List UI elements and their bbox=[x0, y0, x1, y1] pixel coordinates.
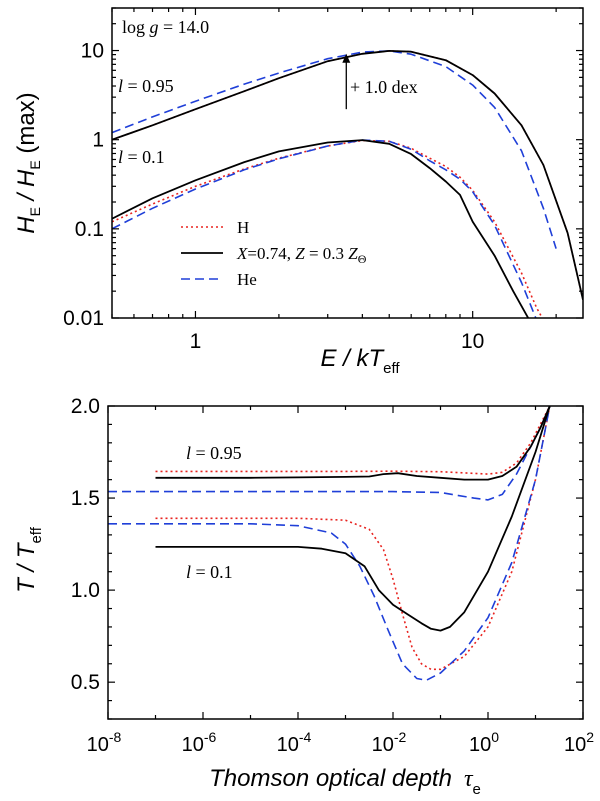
legend-label-he: He bbox=[237, 270, 257, 289]
temp-line-he-095 bbox=[108, 406, 551, 501]
top-l095-label: l = 0.95 bbox=[118, 76, 174, 96]
legend-label-solar: X=0.74, Z = 0.3 ZΘ bbox=[236, 244, 367, 266]
top-axis-ticks: 0.01 0.1 1 10 1 10 bbox=[63, 7, 583, 353]
top-y-axis-label: HE / HE (max) bbox=[13, 92, 43, 233]
x-tick-label: 10-6 bbox=[182, 729, 217, 756]
bottom-l095-label: l = 0.95 bbox=[186, 443, 242, 463]
series-line-he-01 bbox=[112, 139, 537, 318]
top-series-group bbox=[112, 50, 583, 318]
x-tick-label: 102 bbox=[564, 729, 594, 756]
top-x-axis-label: E / kTeff bbox=[320, 345, 400, 377]
temp-line-he-01 bbox=[108, 406, 551, 682]
temp-line-h-095 bbox=[155, 406, 551, 475]
legend: H X=0.74, Z = 0.3 ZΘ He bbox=[181, 218, 367, 289]
y-tick-label: 0.5 bbox=[71, 671, 100, 694]
bottom-y-axis-label: T / Teff bbox=[13, 526, 45, 593]
x-tick-label: 10-4 bbox=[277, 729, 312, 756]
top-l01-label: l = 0.1 bbox=[118, 147, 165, 167]
series-line-solar-095 bbox=[112, 50, 583, 301]
logg-annotation: log g = 14.0 bbox=[122, 17, 209, 37]
y-tick-label: 1.5 bbox=[71, 487, 100, 510]
bottom-l01-label: l = 0.1 bbox=[186, 562, 233, 582]
series-line-solar-01 bbox=[112, 139, 530, 318]
x-tick-label: 100 bbox=[469, 729, 499, 756]
temp-line-solar-01 bbox=[155, 406, 551, 632]
top-plot-frame bbox=[111, 7, 584, 319]
temp-line-solar-095 bbox=[155, 406, 551, 481]
y-tick-label: 2.0 bbox=[71, 395, 100, 418]
y-tick-label: 1.0 bbox=[71, 579, 100, 602]
bottom-axis-ticks: 0.5 1.0 1.5 2.0 10-8 10-6 10-4 10-2 100 102 bbox=[71, 395, 594, 756]
y-tick-label: 10 bbox=[81, 40, 104, 63]
x-tick-label: 1 bbox=[190, 330, 202, 353]
dex-arrow-head bbox=[342, 53, 351, 63]
dex-arrow bbox=[342, 53, 351, 110]
bottom-x-axis-label: Thomson optical depth τe bbox=[209, 765, 481, 798]
dex-arrow-label: + 1.0 dex bbox=[350, 77, 418, 97]
series-line-he-095 bbox=[112, 50, 557, 249]
series-line-h-01 bbox=[112, 139, 544, 318]
x-tick-label: 10-2 bbox=[372, 729, 407, 756]
legend-label-h: H bbox=[237, 218, 249, 237]
y-tick-label: 0.1 bbox=[75, 218, 104, 241]
x-tick-label: 10-8 bbox=[87, 729, 122, 756]
x-tick-label: 10 bbox=[461, 330, 484, 353]
y-tick-label: 0.01 bbox=[63, 307, 104, 330]
y-tick-label: 1 bbox=[92, 129, 104, 152]
top-panel: 0.01 0.1 1 10 1 10 HE / HE (max) E / kTeff lo… bbox=[13, 7, 584, 377]
bottom-series-group bbox=[108, 406, 551, 682]
temp-line-h-01 bbox=[155, 406, 551, 671]
bottom-panel: 0.5 1.0 1.5 2.0 10-8 10-6 10-4 10-2 100 102 T / T… bbox=[13, 395, 594, 798]
